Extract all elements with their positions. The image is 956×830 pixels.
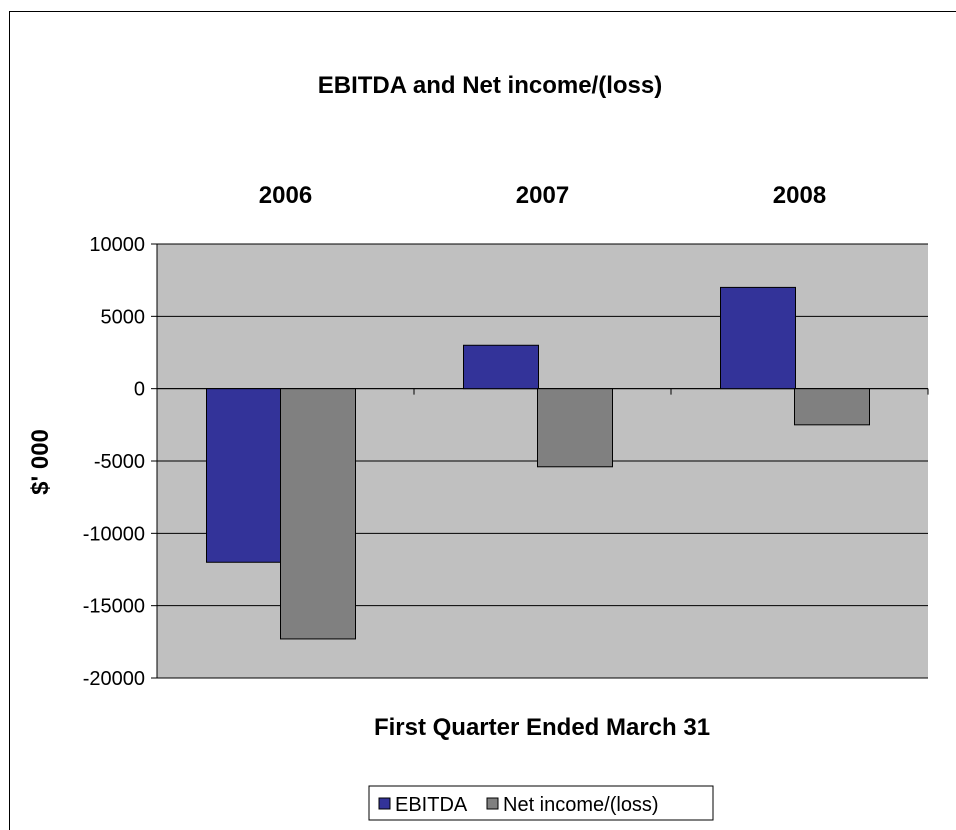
legend: EBITDA Net income/(loss) (368, 785, 714, 821)
y-tick-label: -10000 (83, 523, 145, 545)
legend-swatch (378, 797, 391, 810)
bar-net-income-loss-2006 (280, 388, 356, 640)
y-tick-label: -15000 (83, 596, 145, 618)
bar-net-income-loss-2007 (537, 388, 613, 468)
legend-label: EBITDA (395, 794, 468, 816)
chart-title: EBITDA and Net income/(loss) (318, 72, 662, 99)
x-axis-label: First Quarter Ended March 31 (374, 714, 710, 741)
legend-label: Net income/(loss) (503, 794, 659, 816)
category-label: 2006 (259, 182, 312, 209)
y-tick-label: -20000 (83, 668, 145, 690)
category-label: 2007 (516, 182, 569, 209)
bar-ebitda-2007 (463, 344, 539, 390)
y-tick-label: -5000 (94, 451, 145, 473)
bar-net-income-loss-2008 (794, 388, 870, 426)
legend-box (368, 785, 714, 821)
bar-ebitda-2008 (720, 286, 796, 390)
category-label: 2008 (773, 182, 826, 209)
y-tick-label: 5000 (101, 306, 146, 328)
y-tick-label: 0 (134, 379, 145, 401)
legend-swatch (486, 797, 499, 810)
y-tick-label: 10000 (89, 234, 145, 256)
y-axis-label: $' 000 (27, 429, 54, 495)
bar-ebitda-2006 (206, 388, 282, 563)
